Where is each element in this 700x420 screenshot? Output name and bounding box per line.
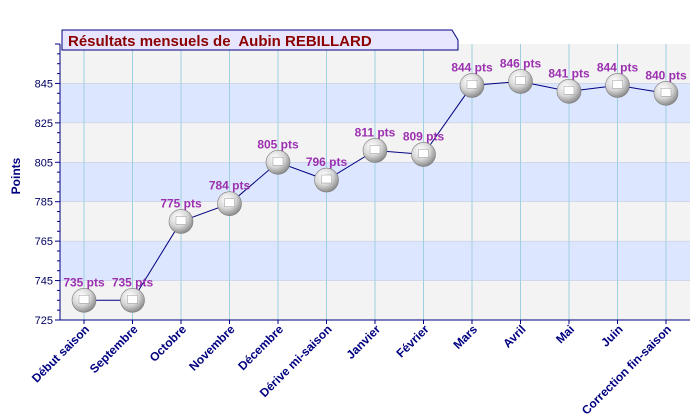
x-tick-label: Septembre xyxy=(87,322,141,376)
data-point xyxy=(217,191,242,216)
data-point-emblem xyxy=(369,145,381,154)
data-label: 844 pts xyxy=(597,60,639,74)
data-point xyxy=(120,287,145,313)
x-tick-label: Début saison xyxy=(29,322,92,385)
data-point xyxy=(556,79,582,104)
data-point xyxy=(168,209,194,234)
x-tick-label: Avril xyxy=(500,322,528,350)
x-tick-label: Janvier xyxy=(344,322,384,362)
y-tick-label: 825 xyxy=(35,118,53,130)
y-axis-label: Points xyxy=(9,157,23,194)
chart-title-box: Résultats mensuels de Aubin REBILLARD xyxy=(61,29,459,51)
y-tick-label: 745 xyxy=(35,276,53,288)
data-label: 805 pts xyxy=(257,137,299,151)
data-points xyxy=(71,69,679,313)
data-point-emblem xyxy=(127,295,138,304)
x-tick-label: Février xyxy=(393,322,431,360)
data-point-emblem xyxy=(660,88,672,97)
x-tick-label: Octobre xyxy=(147,322,190,365)
data-point-emblem xyxy=(224,198,235,207)
data-point xyxy=(605,73,630,98)
x-tick-label: Mai xyxy=(553,322,577,346)
data-label: 841 pts xyxy=(548,66,590,80)
x-tick-label: Décembre xyxy=(235,322,286,373)
x-tick-label: Mars xyxy=(450,322,480,352)
x-tick-label: Novembre xyxy=(186,322,238,374)
data-point xyxy=(71,287,97,313)
chart-title: Résultats mensuels de Aubin REBILLARD xyxy=(68,33,372,50)
data-label: 811 pts xyxy=(355,125,396,139)
data-point-emblem xyxy=(175,216,187,225)
y-tick-label: 785 xyxy=(35,197,53,209)
data-point xyxy=(459,73,485,98)
data-label: 796 pts xyxy=(306,155,348,169)
y-tick-label: 845 xyxy=(35,78,53,90)
data-point-emblem xyxy=(515,76,526,85)
data-label: 784 pts xyxy=(209,179,251,193)
y-tick-label: 725 xyxy=(35,315,53,327)
data-label: 846 pts xyxy=(500,56,542,70)
data-label: 809 pts xyxy=(403,129,445,143)
data-point xyxy=(265,149,291,175)
data-point-emblem xyxy=(272,157,284,166)
data-point xyxy=(653,80,679,106)
y-tick-label: 765 xyxy=(35,236,53,248)
data-point-emblem xyxy=(78,295,90,304)
data-point xyxy=(362,138,388,163)
data-label: 735 pts xyxy=(112,275,154,289)
data-point-emblem xyxy=(466,80,478,89)
data-point xyxy=(411,142,436,167)
data-point-emblem xyxy=(563,86,575,95)
data-point-emblem xyxy=(612,80,623,89)
y-tick-label: 805 xyxy=(35,157,53,169)
y-axis-ticks: 725 745 765 785 805 825 845 xyxy=(35,43,60,327)
data-point xyxy=(508,69,533,94)
x-tick-label: Juin xyxy=(598,322,625,349)
data-label: 735 pts xyxy=(63,275,105,289)
data-point-emblem xyxy=(321,174,332,184)
data-label: 775 pts xyxy=(160,196,202,210)
x-tick-label: Correction fin-saison xyxy=(579,322,674,417)
data-label: 840 pts xyxy=(645,68,687,82)
data-point xyxy=(314,167,339,193)
data-point-emblem xyxy=(418,149,429,158)
data-labels: 735 pts 735 pts 775 pts 784 pts 805 pts 796 p… xyxy=(63,56,687,289)
data-label: 844 pts xyxy=(451,60,493,74)
